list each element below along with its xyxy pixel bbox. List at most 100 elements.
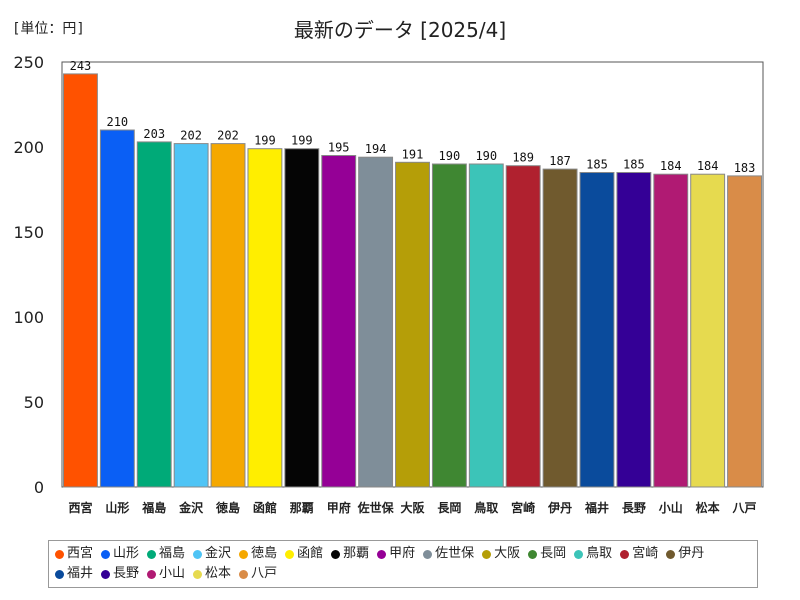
legend-dot-icon — [423, 549, 433, 559]
legend-dot-icon — [101, 549, 111, 559]
bar-value-label: 184 — [660, 159, 682, 173]
y-tick-label: 200 — [13, 138, 44, 157]
x-tick-label: 徳島 — [215, 500, 240, 515]
legend-item: 那覇 — [331, 544, 369, 564]
bar-value-label: 199 — [254, 134, 276, 148]
legend-label: 福井 — [67, 566, 94, 581]
bar-value-label: 202 — [217, 129, 239, 143]
legend-label: 金沢 — [205, 546, 232, 561]
unit-label: [単位：円] — [12, 21, 85, 37]
x-tick-label: 甲府 — [327, 500, 351, 515]
y-tick-label: 100 — [13, 308, 44, 327]
bar-value-label: 195 — [328, 141, 350, 155]
x-tick-label: 金沢 — [178, 500, 204, 515]
legend-item: 大阪 — [482, 544, 520, 564]
y-tick-label: 50 — [24, 393, 44, 412]
legend-label: 宮崎 — [632, 546, 659, 561]
x-tick-label: 小山 — [659, 500, 683, 515]
legend-item: 小山 — [147, 564, 185, 584]
legend-item: 鳥取 — [574, 544, 612, 564]
legend-item: 宮崎 — [620, 544, 658, 564]
legend-item: 福井 — [55, 564, 93, 584]
legend-label: 大阪 — [494, 546, 521, 561]
bar-大阪 — [395, 161, 430, 488]
bar-value-label: 183 — [734, 161, 756, 175]
bar-宮崎 — [505, 165, 541, 488]
legend-item: 山形 — [101, 544, 139, 564]
x-tick-label: 西宮 — [68, 500, 92, 515]
legend-item: 佐世保 — [423, 544, 474, 564]
legend-dot-icon — [377, 549, 387, 559]
x-tick-label: 宮崎 — [511, 500, 535, 515]
legend-dot-icon — [55, 569, 64, 579]
legend-dot-icon — [239, 569, 249, 579]
bar-福井 — [579, 172, 615, 488]
bar-value-label: 185 — [623, 158, 645, 172]
bar-長岡 — [431, 163, 467, 488]
legend-dot-icon — [147, 549, 157, 559]
bar-松本 — [690, 173, 726, 488]
legend-item: 長岡 — [528, 544, 566, 564]
bar-八戸 — [727, 175, 763, 488]
legend-label: 松本 — [205, 566, 232, 581]
bar-value-label: 203 — [143, 127, 165, 141]
legend-dot-icon — [666, 549, 676, 559]
legend-dot-icon — [239, 549, 249, 559]
legend-item: 西宮 — [55, 544, 93, 564]
legend-item: 甲府 — [377, 544, 415, 564]
bar-value-label: 190 — [439, 149, 461, 163]
bar-value-label: 243 — [70, 59, 92, 73]
y-tick-label: 150 — [13, 223, 44, 242]
bar-西宮 — [63, 73, 98, 488]
legend-dot-icon — [574, 549, 584, 559]
legend-item: 金沢 — [193, 544, 231, 564]
legend-dot-icon — [193, 549, 203, 559]
bar-福島 — [136, 141, 172, 488]
legend-item: 函館 — [285, 544, 323, 564]
legend-item: 伊丹 — [666, 544, 704, 564]
chart-title: 最新のデータ [2025/4] — [293, 18, 507, 42]
legend-dot-icon — [147, 569, 157, 579]
legend-dot-icon — [482, 549, 492, 559]
x-tick-label: 佐世保 — [357, 500, 395, 515]
bar-value-label: 187 — [549, 154, 571, 168]
x-tick-label: 山形 — [105, 500, 129, 515]
legend-dot-icon — [101, 569, 111, 579]
bar-value-label: 189 — [512, 151, 534, 165]
legend-dot-icon — [331, 549, 341, 559]
legend-label: 山形 — [113, 546, 140, 561]
x-tick-label: 那覇 — [290, 501, 314, 515]
x-tick-label: 函館 — [253, 500, 277, 515]
x-tick-label: 長野 — [622, 500, 646, 515]
bar-金沢 — [173, 143, 209, 488]
legend-label: 那覇 — [343, 546, 370, 561]
bar-長野 — [616, 172, 652, 488]
legend-item: 福島 — [147, 544, 185, 564]
legend-label: 小山 — [159, 566, 186, 581]
legend-label: 伊丹 — [678, 546, 705, 561]
x-tick-label: 八戸 — [732, 501, 757, 515]
legend-item: 徳島 — [239, 544, 277, 564]
legend-label: 甲府 — [389, 546, 416, 561]
bar-佐世保 — [358, 156, 394, 488]
x-tick-label: 長岡 — [437, 500, 461, 515]
legend-label: 長岡 — [540, 546, 567, 561]
legend-label: 福島 — [159, 546, 186, 561]
bar-value-label: 210 — [106, 115, 128, 129]
legend-label: 函館 — [297, 546, 324, 561]
legend-label: 長野 — [113, 566, 140, 581]
bar-value-label: 190 — [475, 149, 497, 163]
legend-label: 八戸 — [251, 566, 278, 581]
x-tick-label: 伊丹 — [547, 500, 572, 515]
bar-value-label: 199 — [291, 134, 313, 148]
x-tick-label: 松本 — [696, 500, 720, 515]
bar-那覇 — [284, 148, 320, 488]
bar-函館 — [247, 148, 283, 488]
legend-dot-icon — [620, 549, 630, 559]
y-tick-label: 250 — [13, 53, 44, 72]
legend-item: 長野 — [101, 564, 139, 584]
bar-山形 — [99, 129, 135, 488]
bar-鳥取 — [468, 163, 504, 488]
x-tick-label: 鳥取 — [474, 500, 498, 515]
